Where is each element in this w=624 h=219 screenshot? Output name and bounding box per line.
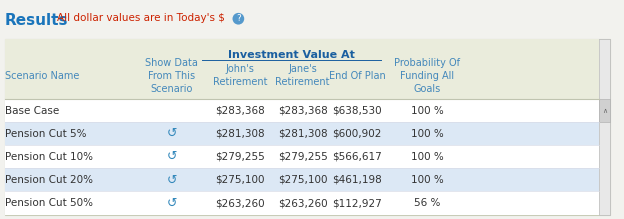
Text: Jane's
Retirement: Jane's Retirement [275, 64, 330, 87]
Text: $281,308: $281,308 [215, 129, 265, 139]
Bar [5, 191, 599, 215]
Text: Pension Cut 10%: Pension Cut 10% [5, 152, 93, 162]
Text: All dollar values are in Today's $: All dollar values are in Today's $ [57, 13, 225, 23]
Text: Probability Of
Funding All
Goals: Probability Of Funding All Goals [394, 58, 461, 94]
Bar [5, 39, 599, 99]
Text: Scenario Name: Scenario Name [5, 71, 79, 81]
Text: $275,100: $275,100 [278, 175, 328, 185]
Text: $283,368: $283,368 [215, 106, 265, 116]
Bar [5, 122, 599, 145]
Bar [599, 99, 610, 122]
Text: $600,902: $600,902 [332, 129, 382, 139]
Text: $461,198: $461,198 [332, 175, 382, 185]
Text: End Of Plan: End Of Plan [329, 71, 385, 81]
Text: $112,927: $112,927 [332, 198, 382, 208]
Bar [5, 39, 610, 215]
Text: $279,255: $279,255 [215, 152, 265, 162]
Text: $638,530: $638,530 [332, 106, 382, 116]
Bar [599, 39, 610, 215]
Text: $275,100: $275,100 [215, 175, 265, 185]
Text: ↺: ↺ [167, 127, 177, 140]
Text: Base Case: Base Case [5, 106, 59, 116]
Text: 100 %: 100 % [411, 152, 444, 162]
Text: Show Data
From This
Scenario: Show Data From This Scenario [145, 58, 198, 94]
Text: 100 %: 100 % [411, 129, 444, 139]
Text: 100 %: 100 % [411, 106, 444, 116]
Text: $279,255: $279,255 [278, 152, 328, 162]
Text: Pension Cut 5%: Pension Cut 5% [5, 129, 87, 139]
Text: ↺: ↺ [167, 150, 177, 163]
Bar [5, 99, 599, 122]
Text: ↺: ↺ [167, 197, 177, 210]
Text: Investment Value At: Investment Value At [228, 50, 354, 60]
Text: $283,368: $283,368 [278, 106, 328, 116]
Text: 100 %: 100 % [411, 175, 444, 185]
Text: Results: Results [5, 13, 69, 28]
Text: ↺: ↺ [167, 173, 177, 186]
Text: Pension Cut 20%: Pension Cut 20% [5, 175, 93, 185]
Text: $566,617: $566,617 [332, 152, 382, 162]
Text: 56 %: 56 % [414, 198, 441, 208]
Bar [5, 168, 599, 191]
Text: $263,260: $263,260 [278, 198, 328, 208]
Text: ?: ? [236, 14, 241, 23]
Bar [5, 145, 599, 168]
Text: $263,260: $263,260 [215, 198, 265, 208]
Text: Pension Cut 50%: Pension Cut 50% [5, 198, 93, 208]
Text: John's
Retirement: John's Retirement [213, 64, 268, 87]
Text: $281,308: $281,308 [278, 129, 328, 139]
Text: ∧: ∧ [602, 108, 607, 113]
